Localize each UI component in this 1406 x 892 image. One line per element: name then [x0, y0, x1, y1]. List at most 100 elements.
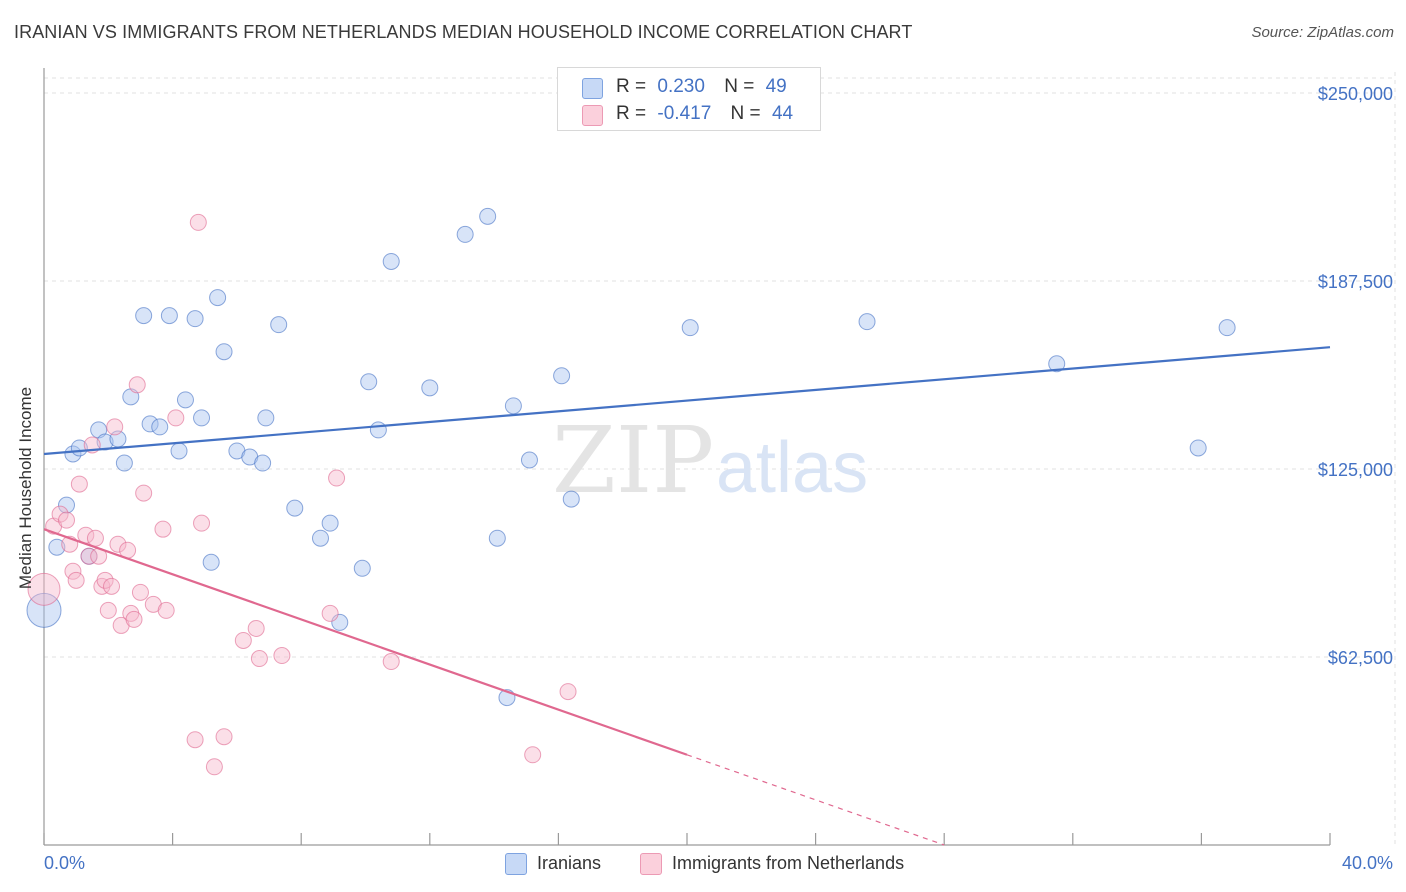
- legend-r-value-netherlands: -0.417: [657, 103, 712, 124]
- point-iranians: [520, 451, 538, 469]
- point-iranians: [64, 445, 82, 463]
- legend-n-value-iranians: 49: [765, 76, 787, 97]
- trendline-iranians: [43, 346, 1331, 456]
- point-iranians: [1218, 319, 1236, 337]
- point-iranians: [186, 310, 204, 328]
- legend-r-label: R =: [616, 103, 647, 124]
- point-netherlands: [64, 562, 82, 580]
- point-netherlands: [524, 746, 542, 764]
- point-netherlands: [128, 376, 146, 394]
- point-iranians: [382, 252, 400, 270]
- point-netherlands: [189, 213, 207, 231]
- point-iranians: [286, 499, 304, 517]
- point-netherlands: [205, 758, 223, 776]
- point-iranians: [369, 421, 387, 439]
- bottom-legend-label-netherlands: Immigrants from Netherlands: [672, 853, 905, 873]
- point-netherlands: [70, 475, 88, 493]
- point-iranians: [456, 225, 474, 243]
- x-tick-label: 40.0%: [1342, 853, 1393, 873]
- point-iranians: [202, 553, 220, 571]
- point-netherlands: [27, 572, 61, 606]
- y-tick-label: $250,000: [1318, 84, 1393, 104]
- point-iranians: [160, 307, 178, 325]
- point-iranians: [176, 391, 194, 409]
- point-iranians: [504, 397, 522, 415]
- point-netherlands: [157, 601, 175, 619]
- point-iranians: [115, 454, 133, 472]
- bottom-legend-swatch-netherlands: [640, 853, 662, 875]
- legend-n-value-netherlands: 44: [771, 103, 794, 124]
- point-netherlands: [321, 604, 339, 622]
- trendline-netherlands-extension: [686, 754, 945, 846]
- x-tick-label: 0.0%: [44, 853, 85, 873]
- tick-labels: $250,000 $187,500 $125,000 $62,500 0.0% 40.0%: [44, 84, 1393, 873]
- point-iranians: [135, 307, 153, 325]
- y-axis-label: Median Household Income: [16, 386, 35, 590]
- y-tick-label: $62,500: [1328, 648, 1393, 668]
- bottom-legend-label-iranians: Iranians: [537, 853, 602, 873]
- point-netherlands: [109, 535, 127, 553]
- legend-n-label: N =: [730, 103, 761, 124]
- point-netherlands: [247, 619, 265, 637]
- point-iranians: [170, 442, 188, 460]
- point-iranians: [270, 316, 288, 334]
- point-iranians: [311, 529, 329, 547]
- legend-swatch-netherlands: [582, 105, 603, 126]
- legend-n-label: N =: [724, 76, 755, 97]
- point-iranians: [58, 496, 76, 514]
- point-iranians: [1048, 355, 1066, 373]
- point-netherlands: [559, 683, 577, 701]
- bottom-legend-swatch-iranians: [505, 853, 527, 875]
- y-tick-label: $187,500: [1318, 272, 1393, 292]
- trendline-netherlands: [43, 528, 688, 756]
- point-netherlands: [234, 631, 252, 649]
- point-iranians: [257, 409, 275, 427]
- point-iranians: [858, 313, 876, 331]
- axes: [43, 68, 1331, 846]
- point-netherlands: [154, 520, 172, 538]
- point-iranians: [193, 409, 211, 427]
- legend-r-label: R =: [616, 76, 647, 97]
- point-netherlands: [135, 484, 153, 502]
- point-iranians: [681, 319, 699, 337]
- point-netherlands: [250, 650, 268, 668]
- point-iranians: [360, 373, 378, 391]
- point-iranians: [141, 415, 159, 433]
- legend-swatch-iranians: [582, 78, 603, 99]
- point-netherlands: [58, 511, 76, 529]
- point-netherlands: [86, 529, 104, 547]
- point-iranians: [421, 379, 439, 397]
- y-tick-label: $125,000: [1318, 460, 1393, 480]
- point-iranians: [26, 592, 62, 628]
- point-iranians: [254, 454, 272, 472]
- point-netherlands: [67, 571, 85, 589]
- legend-r-value-iranians: 0.230: [657, 76, 705, 97]
- point-netherlands: [80, 547, 98, 565]
- point-netherlands: [106, 418, 124, 436]
- point-netherlands: [382, 653, 400, 671]
- chart-title: IRANIAN VS IMMIGRANTS FROM NETHERLANDS M…: [14, 22, 913, 42]
- point-iranians: [488, 529, 506, 547]
- point-iranians: [353, 559, 371, 577]
- point-netherlands: [215, 728, 233, 746]
- watermark: ZIP atlas: [552, 407, 868, 514]
- point-iranians: [553, 367, 571, 385]
- point-netherlands: [328, 469, 346, 487]
- y-axis-label-wrap: Median Household Income: [14, 300, 38, 680]
- point-iranians: [1189, 439, 1207, 457]
- point-netherlands: [273, 647, 291, 665]
- point-iranians: [479, 207, 497, 225]
- point-netherlands: [96, 571, 114, 589]
- point-netherlands: [51, 505, 69, 523]
- trend-lines: [43, 346, 1331, 846]
- point-netherlands: [167, 409, 185, 427]
- point-netherlands: [193, 514, 211, 532]
- point-iranians: [562, 490, 580, 508]
- point-iranians: [151, 418, 169, 436]
- point-netherlands: [99, 601, 117, 619]
- point-iranians: [209, 289, 227, 307]
- watermark-atlas: atlas: [716, 428, 868, 508]
- point-netherlands: [186, 731, 204, 749]
- point-iranians: [321, 514, 339, 532]
